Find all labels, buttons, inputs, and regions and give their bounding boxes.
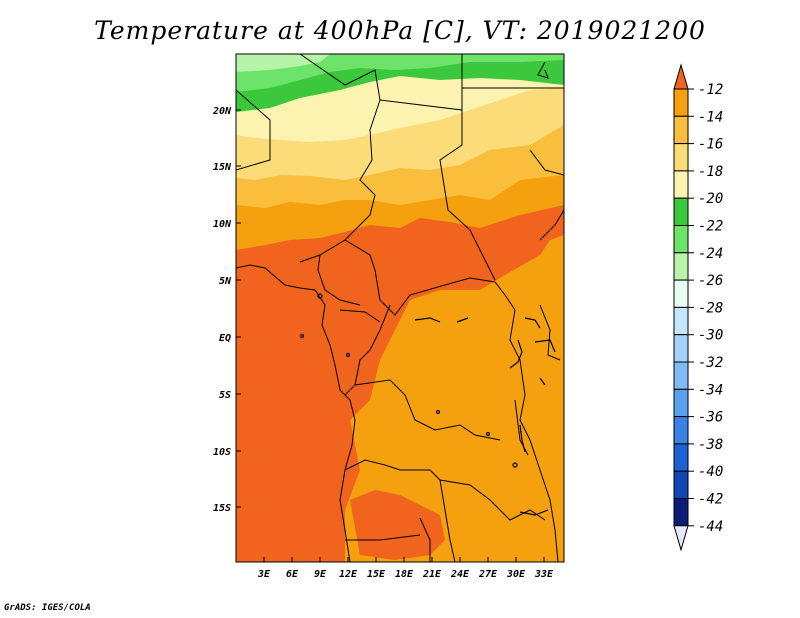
colorbar-swatch [673, 443, 689, 472]
colorbar-swatch [673, 88, 689, 117]
shade-orange-east [345, 54, 564, 562]
colorbar-label: -38 [698, 437, 723, 453]
temperature-field [236, 54, 564, 562]
lat-label: EQ [219, 333, 231, 344]
colorbar-bottom-triangle [673, 525, 689, 552]
lon-label: 27E [478, 569, 498, 580]
colorbar-swatch [673, 115, 689, 145]
shade-light-green [236, 54, 564, 92]
colorbar-swatch [673, 197, 689, 226]
colorbar-swatch [673, 416, 689, 445]
colorbar-label: -20 [698, 191, 723, 207]
colorbar: -12 -14 -16 -18 -20 -22 -24 -26 -28 -30 -32 -34 -36 -… [673, 63, 723, 552]
colorbar-label: -42 [698, 492, 723, 508]
lon-label: 3E [257, 569, 271, 580]
lat-label: 5N [219, 276, 232, 287]
colorbar-label: -40 [698, 464, 723, 480]
colorbar-swatch [673, 225, 689, 254]
lat-tick-marks [236, 109, 241, 508]
colorbar-label: -16 [698, 137, 723, 153]
colorbar-label: -14 [698, 109, 723, 125]
colorbar-label: -22 [698, 219, 723, 235]
colorbar-swatch [673, 143, 689, 172]
colorbar-swatch [673, 170, 689, 199]
lat-label: 20N [212, 106, 232, 117]
lon-label: 33E [534, 569, 554, 580]
colorbar-label: -12 [698, 82, 723, 98]
colorbar-label: -44 [698, 519, 723, 535]
colorbar-swatch [673, 334, 689, 363]
colorbar-label: -30 [698, 328, 723, 344]
lat-label: 15S [213, 503, 231, 514]
colorbar-swatch [673, 252, 689, 281]
colorbar-swatch [673, 388, 689, 418]
colorbar-label: -28 [698, 300, 723, 316]
colorbar-swatch [673, 361, 689, 390]
colorbar-swatch [673, 470, 689, 500]
lon-label: 21E [422, 569, 442, 580]
lat-label: 15N [213, 162, 232, 173]
colorbar-label: -24 [698, 246, 723, 262]
lat-label: 10S [213, 447, 231, 458]
lon-label: 30E [506, 569, 526, 580]
lakes [299, 293, 556, 516]
map-frame [235, 53, 565, 563]
lon-label: 6E [286, 569, 299, 580]
colorbar-swatch [673, 498, 689, 527]
country-borders [236, 54, 564, 562]
colorbar-swatch [673, 306, 689, 336]
colorbar-top-triangle [673, 63, 689, 90]
lon-tick-marks [263, 557, 545, 562]
lon-label: 18E [395, 569, 414, 580]
colorbar-label: -26 [698, 273, 723, 289]
lon-label: 15E [367, 569, 386, 580]
lon-label: 9E [314, 569, 327, 580]
lat-label: 10N [213, 219, 232, 230]
colorbar-swatch [673, 279, 689, 308]
colorbar-label: -18 [698, 164, 723, 180]
shade-deep-orange-patch [350, 490, 445, 560]
lon-label: 12E [339, 569, 358, 580]
colorbar-label: -36 [698, 410, 723, 426]
colorbar-label: -34 [698, 382, 723, 398]
footer-credit: GrADS: IGES/COLA [4, 603, 91, 613]
lat-label: 5S [219, 390, 231, 401]
lon-label: 24E [450, 569, 470, 580]
colorbar-label: -32 [698, 355, 723, 371]
map-title: Temperature at 400hPa [C], VT: 201902120… [94, 16, 706, 45]
